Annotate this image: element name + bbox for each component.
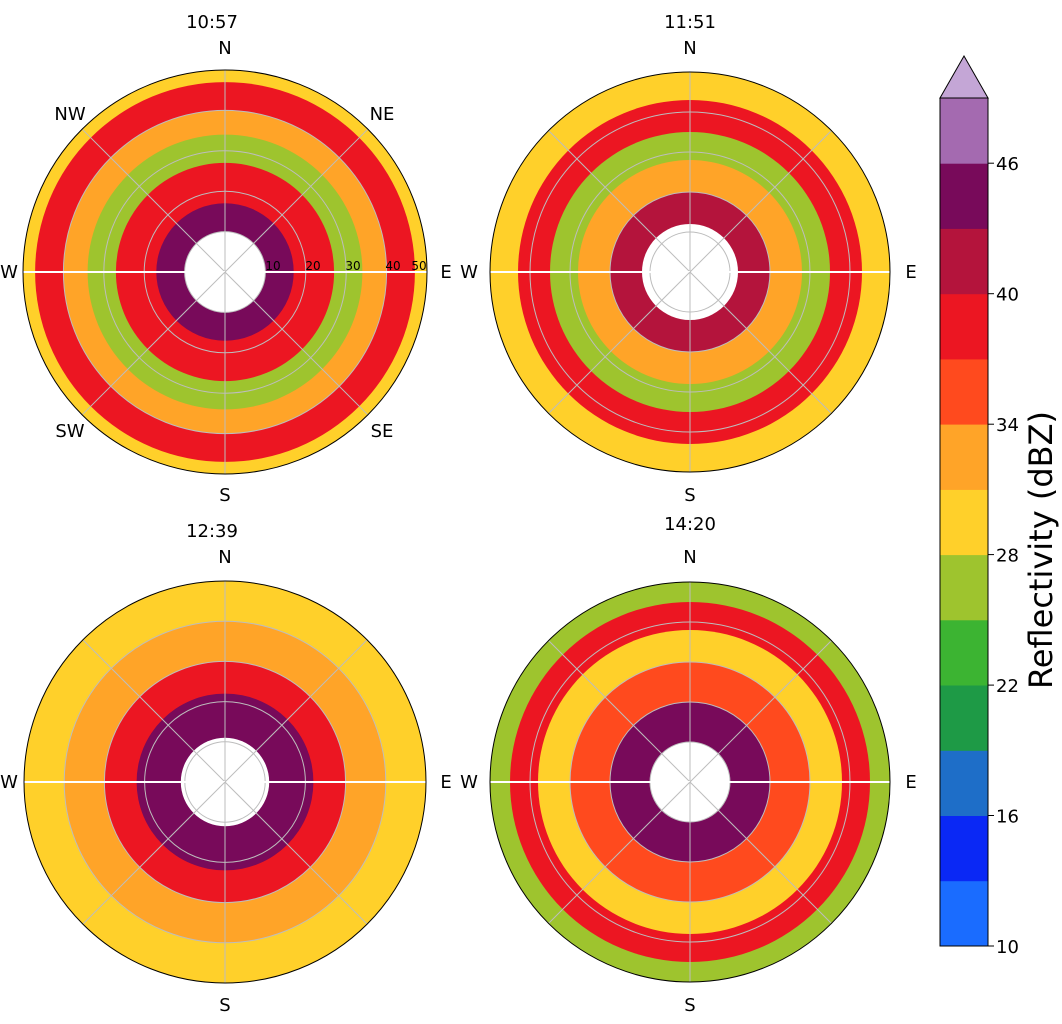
- azimuth-spoke: [81, 271, 226, 416]
- colorbar-label: Reflectivity (dBZ): [1022, 411, 1060, 689]
- label-e: E: [440, 262, 451, 283]
- azimuth-spoke: [689, 130, 832, 273]
- azimuth-spoke: [548, 640, 691, 783]
- colorbar-tick-label: 28: [996, 546, 1019, 567]
- colorbar-cell: [940, 228, 988, 295]
- label-w: W: [0, 262, 18, 283]
- label-w: W: [460, 772, 478, 793]
- radial-tick-50: 50: [411, 259, 426, 273]
- colorbar-tick-label: 16: [996, 807, 1019, 828]
- polar-grid: [23, 70, 427, 474]
- polar-grid: [490, 72, 890, 472]
- panel-title: 14:20: [664, 514, 716, 535]
- plot-border: [23, 580, 427, 984]
- azimuth-spoke: [548, 130, 691, 273]
- panel-2: 11:51 N E S W: [460, 12, 917, 506]
- label-nw: NW: [54, 104, 85, 125]
- label-w: W: [0, 772, 18, 793]
- colorbar-tick-label: 40: [996, 285, 1019, 306]
- panel-4: 14:20 N E S W: [460, 514, 917, 1016]
- azimuth-spoke: [548, 271, 691, 414]
- azimuth-spoke: [689, 640, 832, 783]
- label-sw: SW: [55, 421, 84, 442]
- azimuth-spoke: [689, 271, 832, 414]
- radial-tick-20: 20: [305, 259, 320, 273]
- colorbar-tick-label: 22: [996, 676, 1019, 697]
- label-e: E: [440, 772, 451, 793]
- label-s: S: [219, 995, 230, 1016]
- colorbar-cell: [940, 815, 988, 882]
- azimuth-spoke: [224, 639, 368, 783]
- colorbar-cell: [940, 750, 988, 816]
- azimuth-spoke: [81, 128, 226, 273]
- colorbar-tick-label: 34: [996, 415, 1019, 436]
- colorbar-cell: [940, 424, 988, 490]
- colorbar-tick-label: 46: [996, 154, 1019, 175]
- azimuth-spoke: [548, 781, 691, 924]
- plot-border: [22, 69, 428, 475]
- colorbar-cell: [940, 98, 988, 164]
- colorbar-cell: [940, 685, 988, 751]
- radial-tick-40: 40: [385, 259, 400, 273]
- label-s: S: [684, 995, 695, 1016]
- panel-title: 11:51: [664, 12, 716, 33]
- colorbar-frame: [939, 97, 989, 947]
- plot-border: [489, 71, 891, 473]
- colorbar-cells: [940, 98, 988, 947]
- azimuth-spoke: [224, 781, 368, 925]
- colorbar-tick-label: 10: [996, 937, 1019, 958]
- label-s: S: [684, 485, 695, 506]
- colorbar-cell: [940, 358, 988, 425]
- azimuth-spoke: [82, 639, 226, 783]
- label-s: S: [219, 485, 230, 506]
- polar-grid: [24, 581, 426, 983]
- colorbar-cell: [940, 163, 988, 229]
- colorbar-cell: [940, 293, 988, 360]
- panel-3: 12:39 N E S W: [0, 521, 452, 1016]
- panel-1: 10:57 N NE E SE S SW W NW 10 20 30 40 50: [0, 12, 452, 506]
- panel-title: 10:57: [186, 12, 238, 33]
- azimuth-spoke: [224, 128, 369, 273]
- label-n: N: [683, 38, 696, 59]
- azimuth-spoke: [224, 271, 369, 416]
- azimuth-spoke: [82, 781, 226, 925]
- panel-title: 12:39: [186, 521, 238, 542]
- colorbar-ticks: 10 16 22 28 34 40 46: [988, 154, 1019, 958]
- label-n: N: [218, 38, 231, 59]
- colorbar-cell: [940, 880, 988, 947]
- label-ne: NE: [370, 104, 395, 125]
- colorbar-cell: [940, 554, 988, 621]
- label-e: E: [905, 262, 916, 283]
- colorbar: 10 16 22 28 34 40 46 Reflectivity (dBZ): [939, 54, 1060, 958]
- polar-grid: [490, 582, 890, 982]
- radial-tick-10: 10: [265, 259, 280, 273]
- label-w: W: [460, 262, 478, 283]
- colorbar-cell: [940, 489, 988, 556]
- label-se: SE: [371, 421, 394, 442]
- radial-tick-30: 30: [345, 259, 360, 273]
- colorbar-cell: [940, 619, 988, 686]
- azimuth-spoke: [689, 781, 832, 924]
- label-e: E: [905, 772, 916, 793]
- plot-border: [489, 581, 891, 983]
- label-n: N: [683, 547, 696, 568]
- label-n: N: [218, 547, 231, 568]
- colorbar-extend-arrow: [939, 54, 989, 99]
